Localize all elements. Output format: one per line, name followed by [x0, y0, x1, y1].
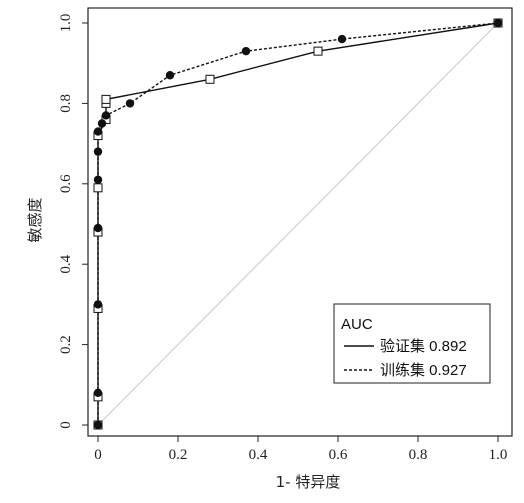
x-tick-labels: 0 0.2 0.4 0.6 0.8 1.0 — [94, 447, 507, 463]
legend-title: AUC — [341, 316, 373, 333]
training-point — [125, 99, 135, 108]
training-point — [493, 18, 503, 28]
training-point — [93, 147, 103, 156]
validation-point — [313, 46, 323, 56]
x-tick-label: 0.6 — [329, 447, 348, 463]
training-point — [241, 46, 251, 56]
training-point — [93, 127, 103, 136]
legend-entry-training: 训练集 0.927 — [380, 362, 467, 379]
x-tick-label: 0.8 — [409, 447, 428, 463]
y-tick-label: 1.0 — [58, 14, 74, 33]
legend: AUC 验证集 0.892 训练集 0.927 — [333, 303, 491, 384]
x-tick-label: 1.0 — [489, 447, 508, 463]
training-point — [93, 388, 103, 398]
reference-diagonal-line — [97, 22, 499, 426]
y-tick-label: 0.4 — [58, 254, 74, 273]
training-point — [93, 420, 103, 430]
training-point — [93, 223, 103, 233]
training-point — [337, 34, 347, 44]
y-tick-label: 0.8 — [58, 94, 74, 113]
legend-entry-validation: 验证集 0.892 — [380, 338, 467, 355]
validation-point — [101, 94, 111, 104]
training-point — [165, 71, 175, 80]
x-axis-title: 1- 特异度 — [276, 473, 341, 491]
y-tick-labels: 0 0.2 0.4 0.6 0.8 1.0 — [58, 14, 74, 429]
training-point — [97, 119, 107, 128]
validation-point — [205, 74, 215, 84]
x-tick-label: 0 — [94, 447, 102, 463]
x-tick-label: 0.2 — [169, 447, 188, 463]
y-tick-label: 0.6 — [58, 174, 74, 193]
plot-frame — [87, 7, 513, 437]
y-axis-title: 敏感度 — [26, 197, 44, 242]
y-tick-label: 0.2 — [58, 335, 74, 354]
training-point — [93, 175, 103, 184]
training-point — [93, 300, 103, 309]
training-point — [101, 111, 111, 120]
plot-area-border — [87, 7, 513, 437]
x-tick-label: 0.4 — [249, 447, 268, 463]
series-layer — [93, 18, 503, 430]
validation-point — [93, 183, 103, 193]
y-tick-label: 0 — [58, 421, 74, 429]
training-series-line — [97, 22, 499, 425]
axis-ticks — [82, 22, 499, 442]
